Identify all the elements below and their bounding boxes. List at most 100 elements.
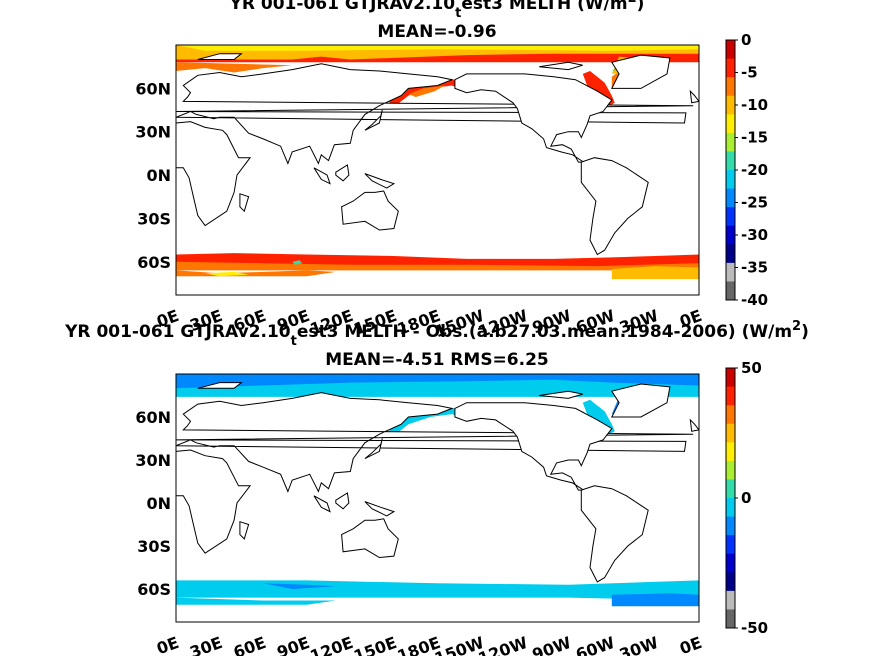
- coastline-12: [197, 382, 243, 389]
- colorbar-swatch: [726, 40, 735, 60]
- coastline-5: [610, 54, 671, 89]
- map-panel-bottom: [175, 373, 700, 623]
- colorbar-swatch: [726, 442, 735, 462]
- colorbar-swatch: [726, 479, 735, 499]
- ytick-label-top-1: 30N: [135, 123, 171, 142]
- field-region-5: [408, 85, 445, 97]
- coastline-3: [580, 485, 649, 583]
- map-frame: [175, 373, 700, 623]
- coastline-1: [176, 392, 694, 493]
- xtick-label-bottom-2: 60E: [231, 633, 269, 656]
- map-content: [176, 374, 699, 607]
- colorbar-swatch: [726, 170, 735, 190]
- coastline-11: [239, 521, 250, 540]
- field-region-9: [176, 597, 336, 605]
- coastline-9: [364, 438, 383, 460]
- colorbar-bottom: 50 0 -50: [725, 359, 768, 637]
- ytick-label-bottom-1: 30N: [135, 451, 171, 470]
- coastline-7: [313, 495, 331, 513]
- colorbar-swatch: [726, 535, 735, 555]
- coastline-2: [454, 402, 613, 492]
- colorbar-label-top-5: -25: [741, 194, 768, 212]
- coastline-13: [539, 390, 583, 399]
- colorbar-label-top-2: -10: [741, 96, 768, 114]
- colorbar-swatch: [726, 262, 735, 282]
- coastline-8: [335, 164, 350, 182]
- colorbar-label-top-1: -5: [741, 64, 758, 82]
- field-region-15: [205, 271, 249, 277]
- colorbar-label-top-7: -35: [741, 259, 768, 277]
- colorbar-swatch: [726, 207, 735, 227]
- ytick-label-bottom-3: 30S: [137, 537, 171, 556]
- colorbar-label-bottom-1: 0: [741, 489, 751, 507]
- coastline-1: [176, 63, 694, 165]
- xtick-label-bottom-1: 30E: [187, 633, 225, 656]
- field-region-16: [292, 260, 303, 265]
- chart-title-top: YR 001-061 GTJRAv2.10test3 MELTH (W/m2): [229, 0, 645, 21]
- colorbar-label-bottom-2: -50: [741, 619, 768, 637]
- colorbar-swatch: [726, 95, 735, 115]
- coastline-8: [335, 492, 350, 510]
- coastline-3: [580, 157, 649, 256]
- ytick-label-top-2: 0N: [146, 166, 171, 185]
- coastline-2: [454, 73, 613, 164]
- ytick-label-bottom-4: 60S: [137, 580, 171, 599]
- field-region-8: [611, 593, 699, 607]
- map-frame: [175, 44, 700, 296]
- coastline-13: [539, 61, 583, 71]
- field-region-1: [176, 374, 699, 389]
- colorbar-swatch: [726, 368, 735, 388]
- colorbar-swatch: [726, 405, 735, 425]
- field-region-7: [263, 583, 336, 589]
- coastline-4: [341, 518, 399, 559]
- xtick-label-bottom-3: 90E: [274, 633, 312, 656]
- colorbar-swatch: [726, 572, 735, 592]
- coastline-0: [176, 121, 252, 227]
- colorbar-swatch: [726, 281, 735, 301]
- coastline-12: [197, 53, 243, 60]
- map-content: [176, 45, 699, 280]
- map-panel-top: [175, 44, 700, 296]
- chart-title-bottom: YR 001-061 GTJRAv2.10test3 MELTH - Obs.(…: [64, 319, 809, 349]
- colorbar-label-top-0: 0: [741, 31, 751, 49]
- colorbar-swatch: [726, 244, 735, 264]
- ytick-label-bottom-0: 60N: [135, 408, 171, 427]
- coastline-7: [313, 167, 331, 185]
- colorbar-swatch: [726, 516, 735, 536]
- coastline-4: [341, 190, 399, 231]
- coastline-6: [364, 173, 396, 189]
- coastline-10: [689, 418, 699, 432]
- coastline-11: [239, 193, 250, 213]
- coastline-10: [689, 89, 699, 104]
- colorbar-swatch: [726, 498, 735, 518]
- colorbar-swatch: [726, 151, 735, 171]
- coastline-9: [364, 109, 383, 131]
- colorbar-swatch: [726, 423, 735, 443]
- chart-subtitle-bottom: MEAN=-4.51 RMS=6.25: [325, 350, 549, 370]
- colorbar-swatch: [726, 225, 735, 245]
- coastline-0: [176, 449, 252, 554]
- colorbar-swatch: [726, 132, 735, 152]
- ytick-label-top-3: 30S: [137, 209, 171, 228]
- xtick-label-bottom-5: 150E: [351, 633, 399, 656]
- colorbar-label-bottom-0: 50: [741, 359, 762, 377]
- field-region-11: [176, 253, 699, 268]
- colorbar-label-top-8: -40: [741, 291, 768, 309]
- coastline-5: [610, 383, 671, 418]
- xtick-label-bottom-0: 0E: [154, 633, 181, 656]
- ytick-label-bottom-2: 0N: [146, 494, 171, 513]
- field-region-2: [379, 408, 467, 436]
- colorbar-swatch: [726, 460, 735, 480]
- field-region-3: [176, 62, 293, 73]
- xtick-label-bottom-10: 60W: [573, 633, 617, 656]
- colorbar-label-top-6: -30: [741, 226, 768, 244]
- colorbar-top: 0 -5 -10 -15 -20 -25 -30 -35 -40: [725, 31, 768, 309]
- field-region-4: [379, 79, 467, 108]
- xtick-label-bottom-12: 0E: [677, 633, 704, 656]
- ytick-label-top-4: 60S: [137, 253, 171, 272]
- field-region-2: [176, 45, 699, 51]
- chart-subtitle-top: MEAN=-0.96: [377, 22, 496, 42]
- colorbar-swatch: [726, 553, 735, 573]
- xtick-label-bottom-11: 30W: [617, 633, 661, 656]
